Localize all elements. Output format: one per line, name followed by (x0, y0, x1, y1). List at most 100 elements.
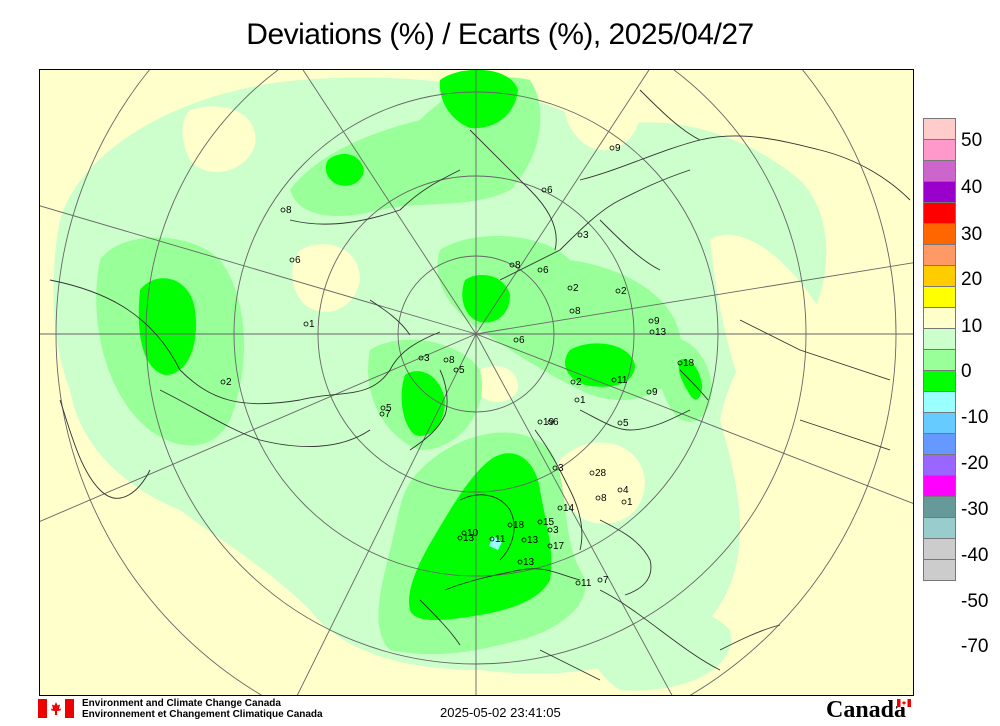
anomaly-region-light-green (589, 601, 732, 691)
station-value: 5 (623, 418, 629, 429)
station-dot (507, 522, 513, 528)
anomaly-region-bright-green (409, 453, 552, 620)
anomaly-region-bright-green (565, 343, 635, 387)
station-dot (521, 537, 527, 543)
station-value: 5 (386, 403, 392, 414)
station-marker: 8 (595, 493, 607, 504)
station-marker: 9 (646, 387, 658, 398)
anomaly-region-bright-green (462, 275, 510, 323)
station-value: 9 (654, 316, 660, 327)
station-marker: 6 (513, 335, 525, 346)
station-marker: 15 (537, 517, 555, 528)
station-dot (547, 543, 553, 549)
anomaly-region-bright-green (138, 278, 196, 375)
station-value: 11 (495, 534, 506, 545)
station-marker: 19 (537, 417, 555, 428)
legend-swatch (923, 181, 956, 202)
anomaly-region-bright-green (678, 359, 702, 400)
station-value: 6 (543, 265, 549, 276)
station-value: 2 (226, 377, 232, 388)
station-dot (569, 308, 575, 314)
legend-label: -30 (961, 499, 989, 520)
station-marker: 1 (574, 395, 586, 406)
station-marker: 3 (577, 230, 589, 241)
station-dot (609, 145, 615, 151)
station-marker: 2 (567, 283, 579, 294)
station-dot (303, 321, 309, 327)
station-marker: 5 (617, 418, 629, 429)
legend-swatch (923, 265, 956, 286)
station-marker: 7 (379, 409, 391, 420)
legend-swatch (923, 391, 956, 412)
legend-label: -20 (961, 453, 989, 474)
legend-swatch (923, 433, 956, 454)
legend-label: -10 (961, 407, 989, 428)
station-value: 18 (513, 520, 525, 531)
station-marker: 10 (461, 528, 479, 539)
station-value: 7 (603, 575, 609, 586)
legend-label: 10 (961, 316, 983, 337)
station-marker: 13 (649, 327, 667, 338)
legend-label: -50 (961, 591, 989, 612)
station-value: 11 (617, 375, 628, 386)
station-dot (570, 379, 576, 385)
legend-swatch (923, 160, 956, 181)
station-marker: 28 (589, 468, 607, 479)
station-value: 3 (553, 525, 559, 536)
legend-label: 40 (961, 177, 983, 198)
legend-swatch (923, 412, 956, 433)
station-value: 19 (543, 417, 555, 428)
station-value: 13 (527, 535, 539, 546)
legend-swatch (923, 328, 956, 349)
station-value: 8 (575, 306, 581, 317)
station-value: 2 (576, 377, 582, 388)
legend-swatch (923, 475, 956, 496)
station-value: 5 (459, 365, 465, 376)
station-value: 6 (547, 185, 553, 196)
station-value: 8 (515, 260, 521, 271)
anomaly-region-yellow (710, 234, 859, 488)
station-dot (457, 535, 463, 541)
station-dot (646, 389, 652, 395)
station-marker: 17 (547, 541, 565, 552)
station-marker: 6 (289, 255, 301, 266)
station-dot (509, 262, 515, 268)
station-dot (621, 499, 627, 505)
legend-swatch (923, 517, 956, 538)
station-dot (537, 267, 543, 273)
legend-swatch (923, 454, 956, 475)
station-value: 15 (543, 517, 555, 528)
station-dot (453, 367, 459, 373)
station-dot (537, 519, 543, 525)
anomaly-region-yellow (182, 106, 256, 172)
station-dot (547, 527, 553, 533)
station-value: 1 (580, 395, 586, 406)
station-dot (537, 419, 543, 425)
coastlines (49, 89, 911, 681)
station-value: 11 (581, 578, 592, 589)
legend-label: -70 (961, 636, 989, 657)
station-value: 3 (583, 230, 589, 241)
anomaly-region-bright-green (439, 70, 518, 129)
legend-label: 0 (961, 361, 972, 382)
station-dot (595, 495, 601, 501)
station-marker: 14 (557, 503, 575, 514)
station-dot (517, 559, 523, 565)
station-value: 8 (601, 493, 607, 504)
station-marker: 13 (517, 557, 535, 568)
station-marker: 11 (489, 534, 506, 545)
station-marker: 3 (418, 353, 430, 364)
org-name-fr: Environnement et Changement Climatique C… (82, 709, 323, 720)
station-marker: 1 (303, 319, 315, 330)
station-dot (589, 470, 595, 476)
anomaly-region-bright-green (325, 154, 364, 186)
station-value: 18 (683, 358, 695, 369)
station-value: 6 (295, 255, 301, 266)
graticule (40, 70, 913, 695)
station-value: 10 (467, 528, 479, 539)
station-dot (289, 257, 295, 263)
station-marker: 6 (547, 417, 559, 428)
station-dot (577, 232, 583, 238)
